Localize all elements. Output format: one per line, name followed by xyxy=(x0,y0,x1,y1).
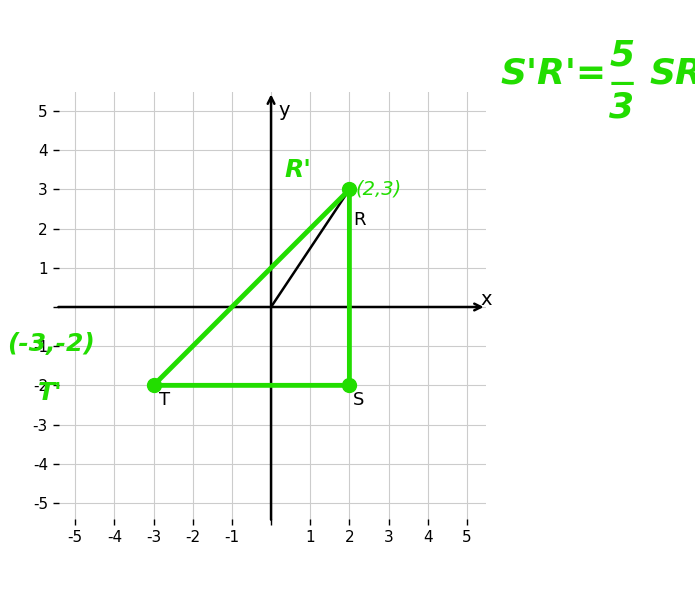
Text: y: y xyxy=(278,101,290,120)
Point xyxy=(148,381,159,391)
Text: T': T' xyxy=(38,381,63,405)
Text: 5: 5 xyxy=(610,38,635,72)
Text: T: T xyxy=(159,391,170,409)
Text: x: x xyxy=(481,290,492,309)
Text: (-3,-2): (-3,-2) xyxy=(7,332,95,356)
Point xyxy=(344,381,355,391)
Text: (2,3): (2,3) xyxy=(355,180,402,199)
Text: —: — xyxy=(610,71,635,95)
Text: R: R xyxy=(353,211,366,229)
Text: R': R' xyxy=(285,158,311,182)
Text: S: S xyxy=(353,391,365,409)
Text: SR: SR xyxy=(650,56,695,91)
Point xyxy=(344,185,355,195)
Text: S'R'=: S'R'= xyxy=(500,56,607,91)
Text: 3: 3 xyxy=(610,90,635,125)
